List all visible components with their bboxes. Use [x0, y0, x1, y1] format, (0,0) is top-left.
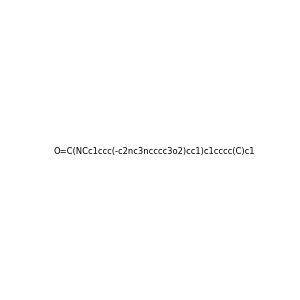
Text: O=C(NCc1ccc(-c2nc3ncccc3o2)cc1)c1cccc(C)c1: O=C(NCc1ccc(-c2nc3ncccc3o2)cc1)c1cccc(C)…: [53, 147, 254, 156]
